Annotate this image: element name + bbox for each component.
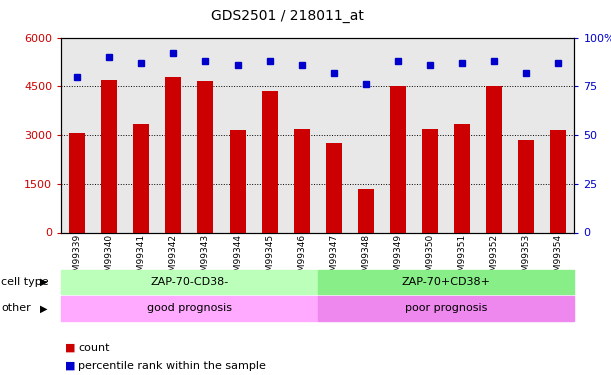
- Text: cell type: cell type: [1, 277, 49, 287]
- Bar: [133, 124, 149, 232]
- Bar: [486, 86, 502, 232]
- Text: ■: ■: [65, 343, 76, 353]
- Text: poor prognosis: poor prognosis: [405, 303, 487, 313]
- Bar: [518, 140, 534, 232]
- Text: good prognosis: good prognosis: [147, 303, 232, 313]
- Text: ■: ■: [65, 361, 76, 371]
- Bar: [326, 143, 342, 232]
- Bar: [230, 130, 246, 232]
- Bar: [262, 91, 277, 232]
- Bar: [318, 296, 574, 321]
- Bar: [358, 189, 374, 232]
- Bar: [318, 270, 574, 294]
- Text: ZAP-70+CD38+: ZAP-70+CD38+: [401, 277, 491, 287]
- Bar: [390, 86, 406, 232]
- Bar: [166, 76, 181, 232]
- Bar: [551, 130, 566, 232]
- Bar: [101, 80, 117, 232]
- Text: ▶: ▶: [40, 277, 48, 287]
- Text: count: count: [78, 343, 110, 353]
- Bar: [61, 270, 318, 294]
- Text: percentile rank within the sample: percentile rank within the sample: [78, 361, 266, 371]
- Bar: [294, 129, 310, 232]
- Text: other: other: [1, 303, 31, 313]
- Bar: [454, 124, 470, 232]
- Bar: [197, 81, 213, 232]
- Text: ▶: ▶: [40, 303, 48, 313]
- Bar: [69, 134, 85, 232]
- Text: GDS2501 / 218011_at: GDS2501 / 218011_at: [211, 9, 364, 23]
- Bar: [61, 296, 318, 321]
- Text: ZAP-70-CD38-: ZAP-70-CD38-: [150, 277, 229, 287]
- Bar: [422, 129, 438, 232]
